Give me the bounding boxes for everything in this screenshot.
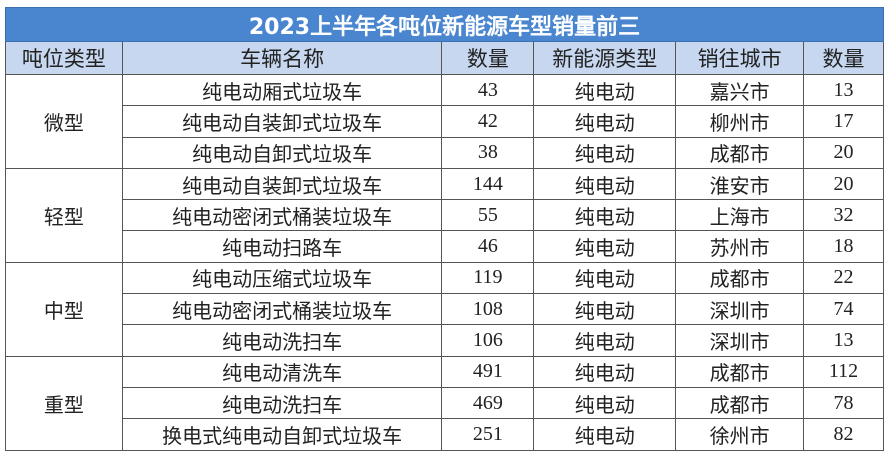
energy-type-cell: 纯电动: [533, 386, 677, 420]
quantity-cell: 144: [441, 167, 535, 201]
city-quantity-cell: 74: [803, 293, 884, 326]
energy-type-cell: 纯电动: [533, 199, 677, 232]
city-quantity-cell: 112: [803, 355, 884, 388]
energy-type-cell: 纯电动: [533, 324, 677, 357]
energy-type-cell: 纯电动: [533, 355, 677, 388]
vehicle-name-cell: 纯电动密闭式桶装垃圾车: [121, 293, 443, 326]
energy-type-cell: 纯电动: [533, 105, 677, 138]
table-row: 换电式纯电动自卸式垃圾车 251 纯电动 徐州市 82: [6, 418, 884, 451]
tonnage-type-cell: 微型: [5, 74, 123, 169]
vehicle-name-cell: 纯电动压缩式垃圾车: [121, 261, 443, 295]
city-cell: 徐州市: [675, 418, 805, 451]
quantity-cell: 38: [441, 136, 535, 169]
table-row: 纯电动洗扫车 469 纯电动 成都市 78: [6, 386, 884, 420]
table-row: 纯电动扫路车 46 纯电动 苏州市 18: [6, 230, 884, 263]
city-quantity-cell: 32: [803, 199, 884, 232]
vehicle-name-cell: 纯电动清洗车: [121, 355, 443, 388]
quantity-cell: 108: [441, 293, 535, 326]
energy-type-cell: 纯电动: [533, 167, 677, 201]
vehicle-name-cell: 换电式纯电动自卸式垃圾车: [121, 418, 443, 451]
energy-type-cell: 纯电动: [533, 230, 677, 263]
quantity-cell: 119: [441, 261, 535, 295]
city-cell: 深圳市: [675, 293, 805, 326]
city-quantity-cell: 13: [803, 324, 884, 357]
energy-type-cell: 纯电动: [533, 73, 677, 107]
energy-type-cell: 纯电动: [533, 418, 677, 451]
vehicle-name-cell: 纯电动密闭式桶装垃圾车: [121, 199, 443, 232]
table-row: 中型 纯电动压缩式垃圾车 119 纯电动 成都市 22: [5, 261, 884, 357]
header-tonnage-type: 吨位类型: [5, 41, 123, 75]
city-quantity-cell: 82: [803, 418, 884, 451]
city-quantity-cell: 20: [803, 167, 884, 201]
quantity-cell: 251: [441, 418, 535, 451]
city-cell: 苏州市: [675, 230, 805, 263]
vehicle-name-cell: 纯电动厢式垃圾车: [121, 73, 443, 107]
quantity-cell: 46: [441, 230, 535, 263]
table-row: 微型 纯电动厢式垃圾车 43 纯电动 嘉兴市 13: [5, 73, 884, 169]
table-row: 纯电动自卸式垃圾车 38 纯电动 成都市 20: [6, 136, 884, 169]
table-row: 轻型 纯电动自装卸式垃圾车 144 纯电动 淮安市 20: [5, 167, 884, 263]
tonnage-type-cell: 轻型: [5, 167, 123, 263]
energy-type-cell: 纯电动: [533, 261, 677, 295]
city-cell: 成都市: [675, 386, 805, 420]
vehicle-name-cell: 纯电动自卸式垃圾车: [121, 136, 443, 169]
vehicle-name-cell: 纯电动洗扫车: [121, 386, 443, 420]
energy-type-cell: 纯电动: [533, 136, 677, 169]
sales-table: 2023上半年各吨位新能源车型销量前三 吨位类型 车辆名称 数量 新能源类型 销往城市数…: [5, 7, 884, 451]
city-cell: 上海市: [675, 199, 805, 232]
header-vehicle-name: 车辆名称: [121, 41, 443, 75]
header-energy-type: 新能源类型: [533, 41, 677, 75]
quantity-cell: 42: [441, 105, 535, 138]
vehicle-name-cell: 纯电动扫路车: [121, 230, 443, 263]
quantity-cell: 469: [441, 386, 535, 420]
vehicle-name-cell: 纯电动自装卸式垃圾车: [121, 167, 443, 201]
city-cell: 成都市: [675, 261, 805, 295]
vehicle-name-cell: 纯电动自装卸式垃圾车: [121, 105, 443, 138]
quantity-cell: 55: [441, 199, 535, 232]
city-cell: 成都市: [675, 355, 805, 388]
table-row: 重型 纯电动清洗车 491 纯电动 成都市 112: [5, 355, 884, 451]
header-quantity: 数量: [441, 41, 535, 75]
city-quantity-cell: 20: [803, 136, 884, 169]
vehicle-name-cell: 纯电动洗扫车: [121, 324, 443, 357]
table-row: 纯电动密闭式桶装垃圾车 108 纯电动 深圳市 74: [6, 293, 884, 326]
city-quantity-cell: 18: [803, 230, 884, 263]
city-quantity-cell: 17: [803, 105, 884, 138]
city-cell: 嘉兴市: [675, 73, 805, 107]
table-title: 2023上半年各吨位新能源车型销量前三: [5, 7, 884, 42]
city-quantity-cell: 78: [803, 386, 884, 420]
city-quantity-cell: 13: [803, 73, 884, 107]
quantity-cell: 43: [441, 73, 535, 107]
quantity-cell: 491: [441, 355, 535, 388]
city-cell: 淮安市: [675, 167, 805, 201]
header-city-quantity: 数量: [803, 41, 884, 75]
quantity-cell: 106: [441, 324, 535, 357]
table-row: 纯电动洗扫车 106 纯电动 深圳市 13: [6, 324, 884, 357]
table-row: 纯电动自装卸式垃圾车 42 纯电动 柳州市 17: [6, 105, 884, 138]
city-cell: 成都市: [675, 136, 805, 169]
city-quantity-cell: 22: [803, 261, 884, 295]
city-cell: 深圳市: [675, 324, 805, 357]
tonnage-type-cell: 重型: [5, 355, 123, 451]
header-city: 销往城市: [675, 41, 805, 75]
tonnage-type-cell: 中型: [5, 261, 123, 357]
table-row: 纯电动密闭式桶装垃圾车 55 纯电动 上海市 32: [6, 199, 884, 232]
energy-type-cell: 纯电动: [533, 293, 677, 326]
city-cell: 柳州市: [675, 105, 805, 138]
